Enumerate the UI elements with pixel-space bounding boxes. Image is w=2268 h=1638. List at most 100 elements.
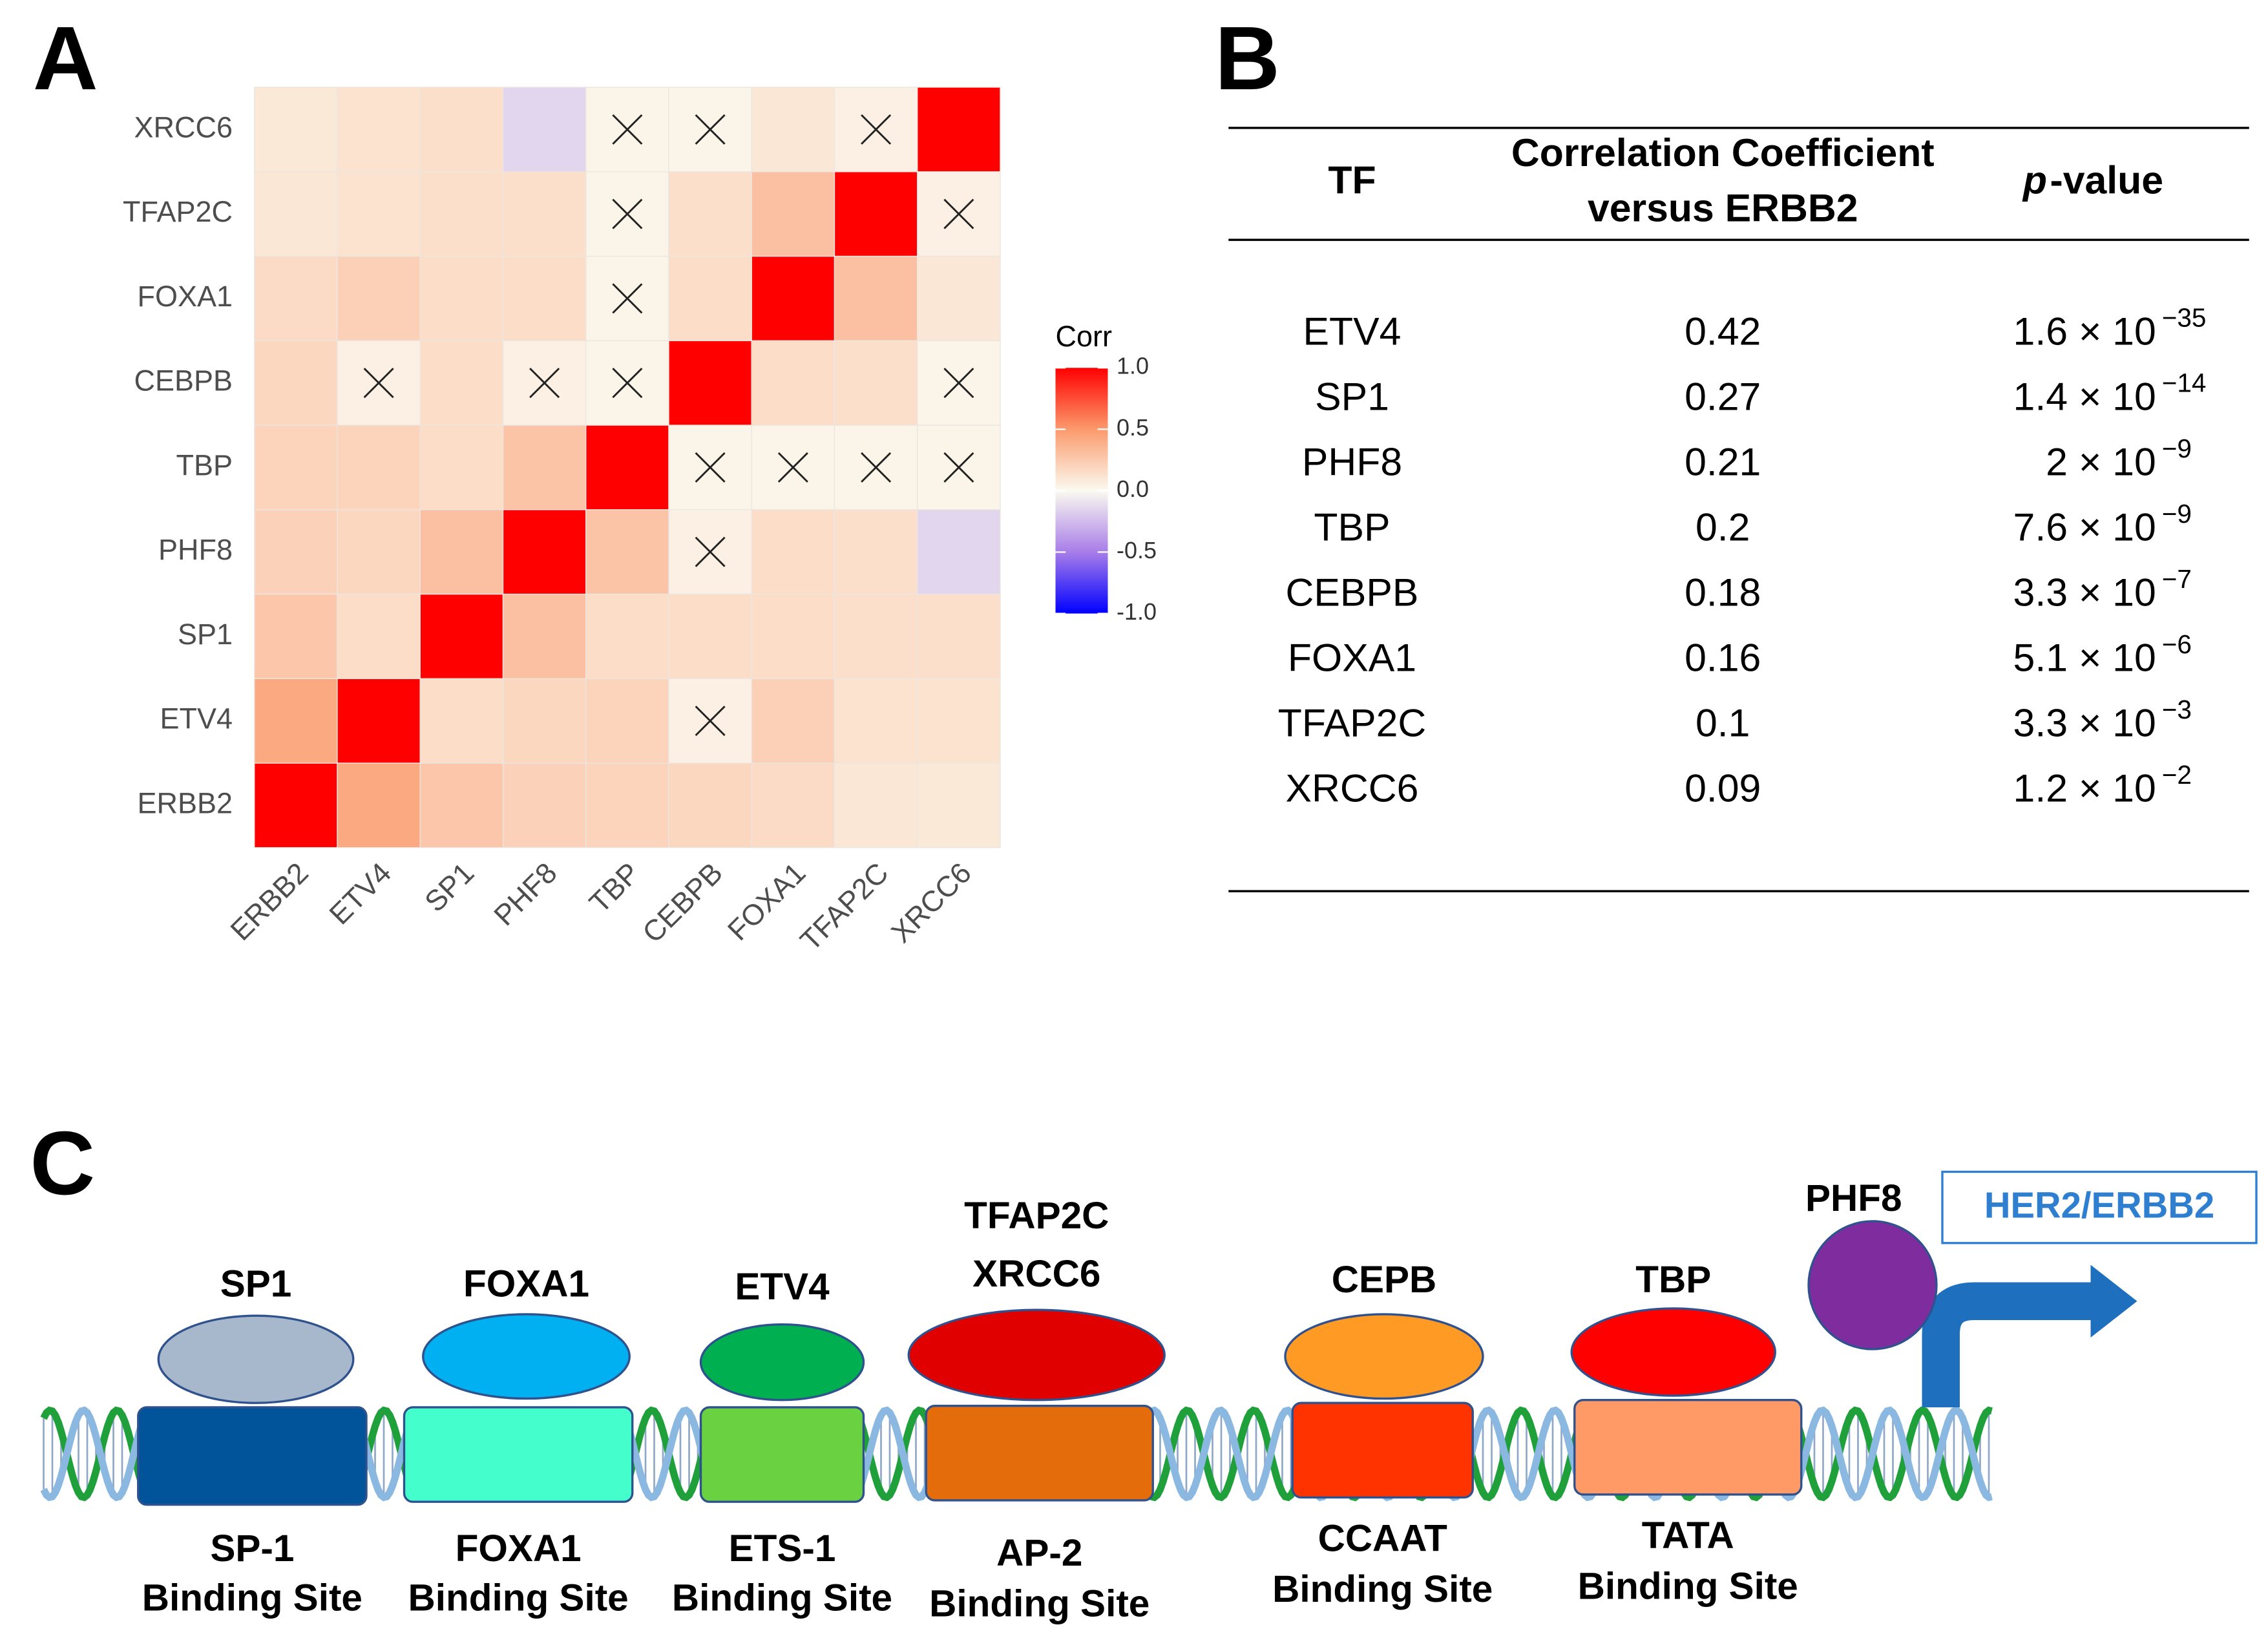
heatmap-cell <box>834 171 918 257</box>
table-cell: SP1 <box>1315 375 1389 419</box>
insignificant-cross <box>363 368 394 399</box>
table-cell-exponent: −14 <box>2162 368 2207 398</box>
table-cell-exponent: −6 <box>2162 629 2192 659</box>
heatmap-cell <box>419 340 504 426</box>
heatmap-cell <box>254 255 338 341</box>
heatmap-cell <box>585 762 669 848</box>
insignificant-cross <box>612 283 643 314</box>
heatmap-cell <box>585 509 669 595</box>
table-cell: 0.16 <box>1685 636 1761 680</box>
heatmap-cell <box>419 87 504 173</box>
cofactor-label: PHF8 <box>1805 1177 1902 1219</box>
colorbar-tick-label: -0.5 <box>1117 537 1157 563</box>
heatmap-cell <box>834 593 918 679</box>
table-header: Correlation Coefficient <box>1511 131 1935 174</box>
table-cell: PHF8 <box>1302 440 1402 484</box>
legend-title: Corr <box>1056 320 1112 353</box>
insignificant-cross <box>612 114 643 145</box>
transcription-factor <box>157 1314 355 1404</box>
heatmap-cell <box>254 762 338 848</box>
insignificant-cross <box>695 452 726 483</box>
transcription-factor <box>907 1308 1166 1402</box>
insignificant-cross <box>777 452 808 483</box>
table-cell: 2 × 10 <box>2046 440 2156 484</box>
y-tick-label: ERBB2 <box>137 786 233 819</box>
heatmap-cell <box>502 255 587 341</box>
insignificant-cross <box>861 114 892 145</box>
table-cell: TBP <box>1314 505 1390 549</box>
y-tick-label: CEBPB <box>134 364 233 397</box>
cofactor <box>1807 1220 1938 1350</box>
site-label: Binding Site <box>142 1577 362 1619</box>
heatmap-cell <box>751 171 835 257</box>
insignificant-cross <box>529 368 560 399</box>
table-header: -value <box>2050 158 2163 202</box>
site-label: Binding Site <box>1578 1566 1798 1608</box>
arrow-head <box>2090 1265 2137 1338</box>
site-label: Binding Site <box>672 1577 892 1619</box>
heatmap-cell <box>254 340 338 426</box>
heatmap-cell <box>668 255 752 341</box>
transcription-factor <box>422 1313 631 1400</box>
heatmap-cell <box>337 425 421 510</box>
table-cell: 1.6 × 10 <box>2013 310 2156 353</box>
heatmap-cell <box>834 340 918 426</box>
y-tick-label: FOXA1 <box>138 280 233 313</box>
heatmap-cell <box>751 762 835 848</box>
x-tick-label: TFAP2C <box>793 856 894 957</box>
binding-site <box>699 1406 865 1503</box>
table-cell: 3.3 × 10 <box>2013 571 2156 614</box>
heatmap-cell <box>419 509 504 595</box>
factor-label: SP1 <box>220 1263 292 1305</box>
heatmap-cell <box>585 678 669 764</box>
table-cell: ETV4 <box>1303 310 1402 353</box>
heatmap-cell <box>668 762 752 848</box>
colorbar-tick-label: 0.5 <box>1117 414 1149 441</box>
heatmap-cell <box>254 87 338 173</box>
table-cell-exponent: −3 <box>2162 695 2192 724</box>
transcription-arrow <box>1922 1282 2094 1407</box>
heatmap-cell <box>585 425 669 510</box>
table-cell-exponent: −2 <box>2162 760 2192 790</box>
heatmap-cell <box>419 171 504 257</box>
transcription-factor <box>699 1323 865 1402</box>
insignificant-cross <box>612 198 643 229</box>
colorbar-tick-label: 0.0 <box>1117 476 1149 502</box>
insignificant-cross <box>695 536 726 567</box>
heatmap-cell <box>337 171 421 257</box>
insignificant-cross <box>612 368 643 399</box>
heatmap-cell <box>254 678 338 764</box>
heatmap-cell <box>751 255 835 341</box>
site-label: SP-1 <box>210 1528 294 1570</box>
table-cell: 0.21 <box>1685 440 1761 484</box>
table-cell: 0.27 <box>1685 375 1761 419</box>
table-cell: 0.42 <box>1685 310 1761 353</box>
heatmap-cell <box>917 678 1001 764</box>
heatmap-cell <box>917 509 1001 595</box>
target-box <box>1941 1170 2258 1244</box>
table-cell: 0.09 <box>1685 766 1761 810</box>
transcription-factor <box>1570 1307 1776 1397</box>
heatmap-cell <box>751 678 835 764</box>
heatmap-cell <box>834 255 918 341</box>
table-header: TF <box>1328 158 1376 202</box>
site-label: AP-2 <box>996 1532 1082 1574</box>
heatmap-cell <box>337 255 421 341</box>
table-cell-exponent: −9 <box>2162 499 2192 529</box>
heatmap-cell <box>502 425 587 510</box>
heatmap-cell <box>751 87 835 173</box>
site-label: CCAAT <box>1318 1517 1448 1559</box>
heatmap-cell <box>668 340 752 426</box>
heatmap-cell <box>502 593 587 679</box>
heatmap-cell <box>751 340 835 426</box>
colorbar-tick-label: -1.0 <box>1117 598 1157 625</box>
heatmap-cell <box>917 87 1001 173</box>
heatmap-cell <box>254 425 338 510</box>
factor-label: CEPB <box>1332 1259 1437 1301</box>
panel-label: C <box>30 1113 95 1213</box>
table-cell-exponent: −35 <box>2162 303 2207 333</box>
heatmap-cell <box>502 171 587 257</box>
table-header: versus ERBB2 <box>1588 185 1858 229</box>
x-tick-label: CEBPB <box>636 856 729 949</box>
x-tick-label: PHF8 <box>487 856 563 932</box>
